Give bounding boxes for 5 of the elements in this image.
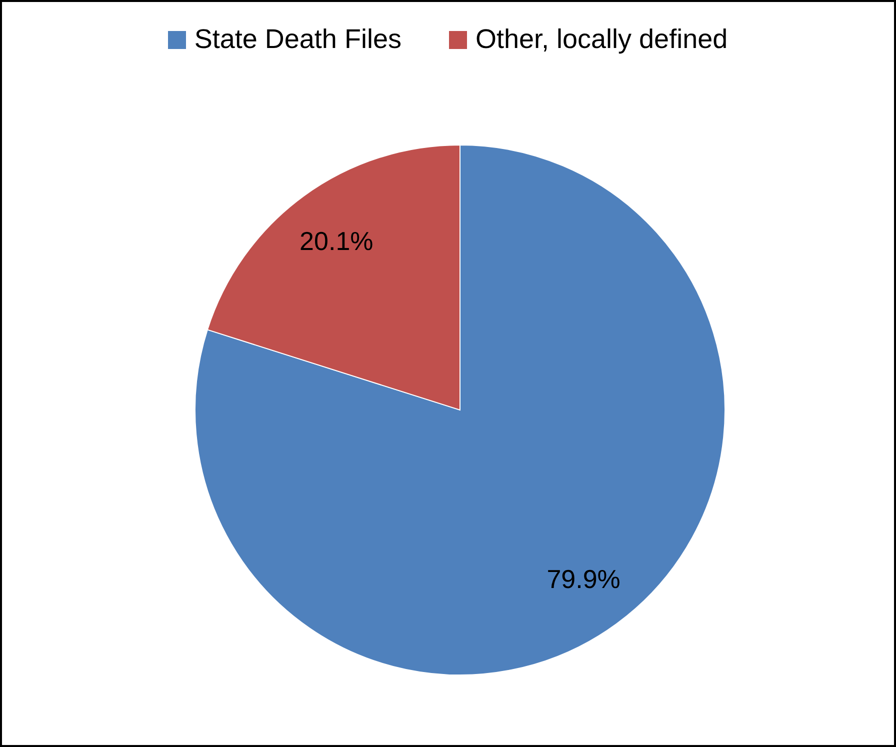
pie-slice	[194, 144, 726, 676]
legend-label: State Death Files	[194, 24, 402, 55]
legend-label: Other, locally defined	[475, 24, 728, 55]
data-label: 79.9%	[546, 564, 620, 594]
data-label: 20.1%	[300, 226, 374, 256]
